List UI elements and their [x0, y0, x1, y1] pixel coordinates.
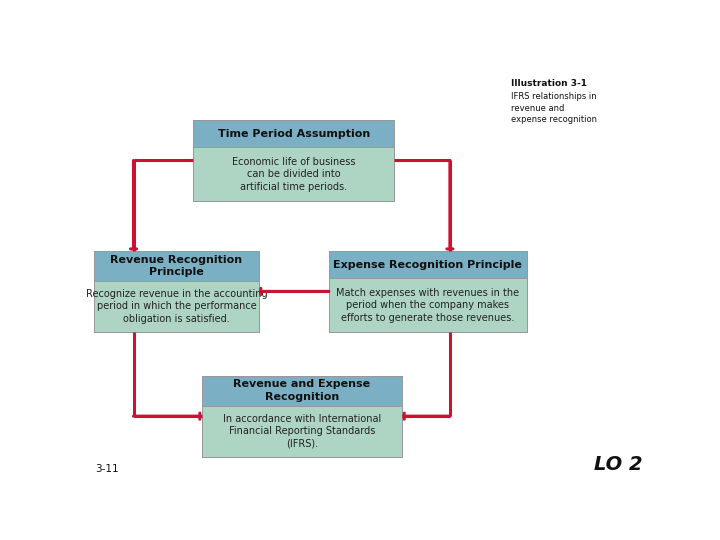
Text: Time Period Assumption: Time Period Assumption — [217, 129, 370, 139]
FancyBboxPatch shape — [202, 376, 402, 406]
Text: Recognize revenue in the accounting
period in which the performance
obligation i: Recognize revenue in the accounting peri… — [86, 289, 267, 324]
FancyBboxPatch shape — [202, 406, 402, 457]
FancyBboxPatch shape — [94, 281, 258, 332]
FancyBboxPatch shape — [328, 251, 526, 279]
Text: Illustration 3-1: Illustration 3-1 — [511, 79, 588, 89]
Text: Expense Recognition Principle: Expense Recognition Principle — [333, 260, 522, 269]
Text: LO 2: LO 2 — [594, 455, 642, 474]
FancyBboxPatch shape — [328, 279, 526, 332]
Text: 3-11: 3-11 — [96, 464, 120, 474]
FancyBboxPatch shape — [193, 120, 394, 147]
Text: In accordance with International
Financial Reporting Standards
(IFRS).: In accordance with International Financi… — [223, 414, 381, 449]
Text: IFRS relationships in
revenue and
expense recognition: IFRS relationships in revenue and expens… — [511, 92, 598, 124]
Text: Revenue and Expense
Recognition: Revenue and Expense Recognition — [233, 380, 371, 402]
Text: Revenue Recognition
Principle: Revenue Recognition Principle — [110, 255, 243, 277]
FancyBboxPatch shape — [94, 251, 258, 281]
Text: Match expenses with revenues in the
period when the company makes
efforts to gen: Match expenses with revenues in the peri… — [336, 288, 519, 322]
Text: Economic life of business
can be divided into
artificial time periods.: Economic life of business can be divided… — [232, 157, 356, 192]
FancyBboxPatch shape — [193, 147, 394, 201]
